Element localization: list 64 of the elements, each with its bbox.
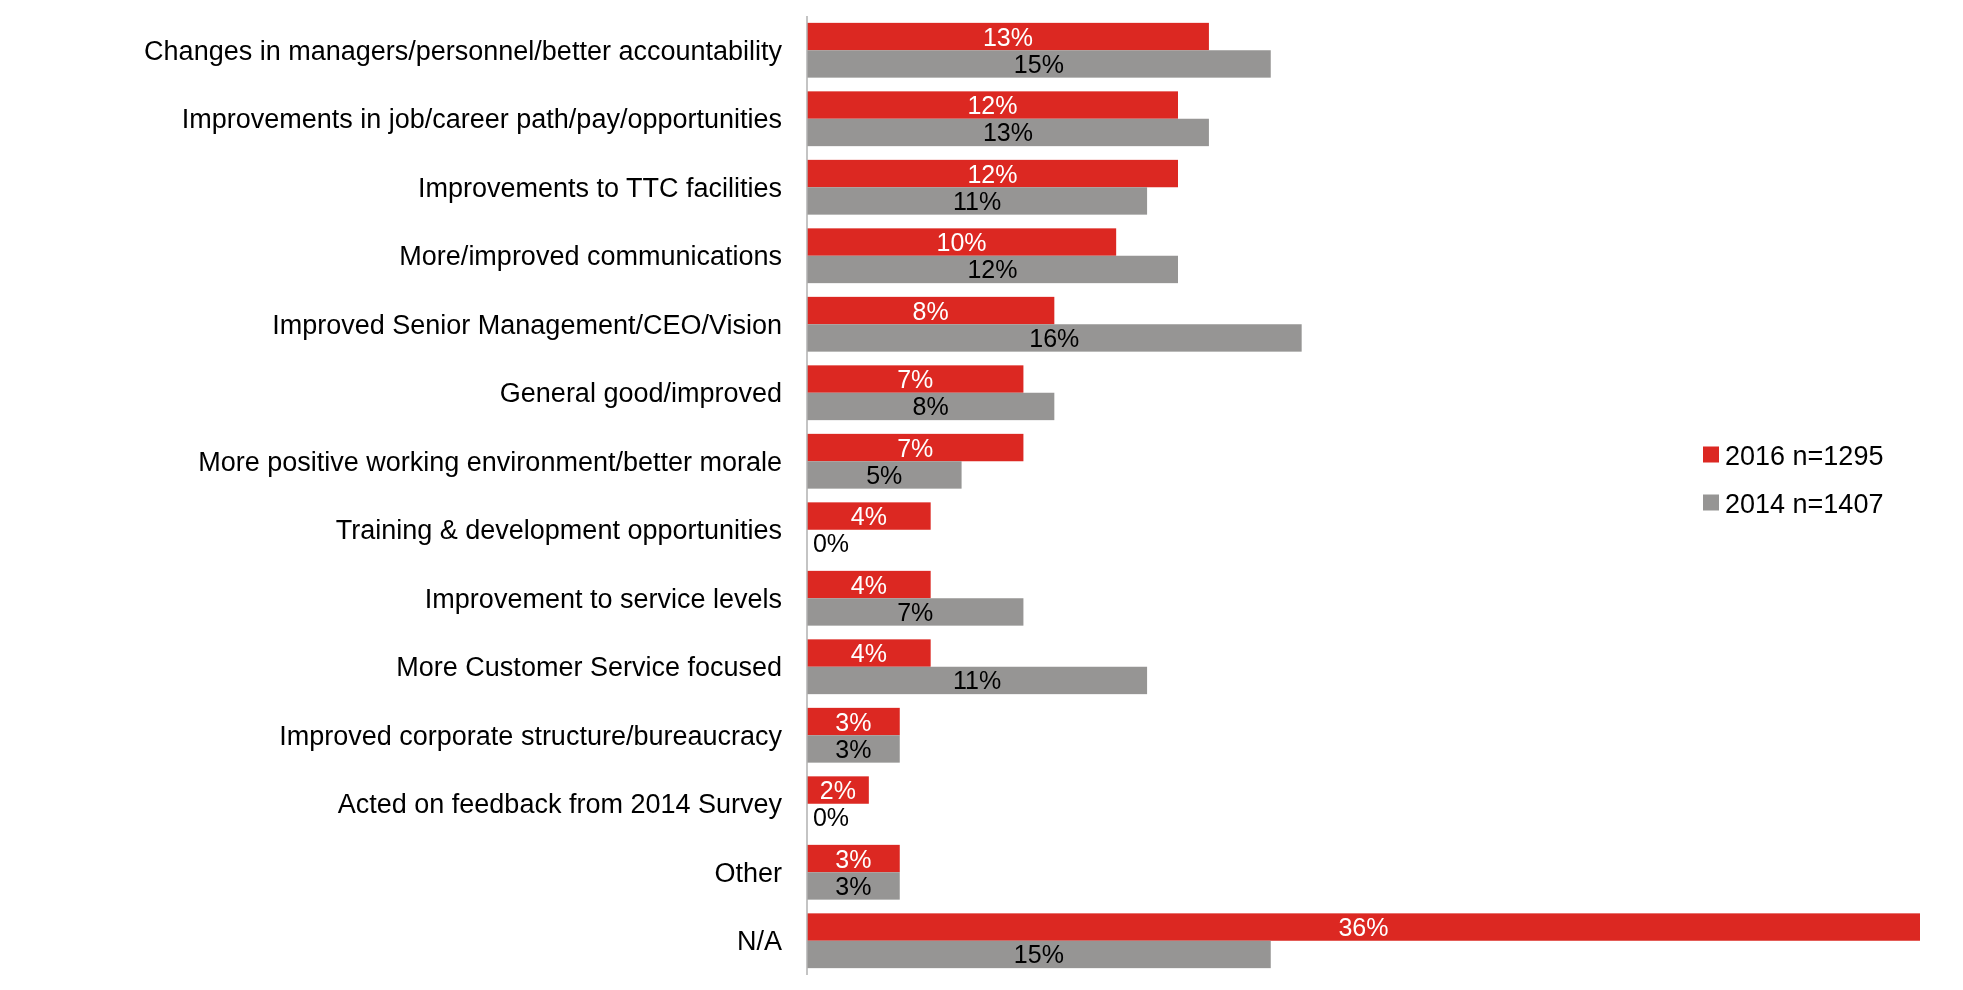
data-label: 4% bbox=[850, 639, 887, 668]
bar bbox=[807, 159, 1178, 188]
data-label: 0% bbox=[812, 803, 850, 832]
data-label: 3% bbox=[835, 844, 872, 873]
bar bbox=[807, 324, 1302, 352]
data-label: 8% bbox=[912, 296, 949, 325]
y-tick-label: General good/improved bbox=[499, 378, 782, 409]
data-label: 3% bbox=[835, 707, 872, 736]
data-label: 3% bbox=[835, 871, 872, 900]
y-tick-label: Improvement to service levels bbox=[424, 583, 782, 614]
bar bbox=[807, 118, 1209, 147]
bar bbox=[807, 91, 1178, 119]
data-label: 7% bbox=[897, 433, 934, 462]
bar bbox=[807, 255, 1178, 284]
bar bbox=[807, 392, 1055, 421]
data-label: 15% bbox=[1013, 940, 1064, 969]
data-label: 15% bbox=[1013, 49, 1064, 78]
bar bbox=[807, 502, 931, 530]
data-label: 7% bbox=[897, 597, 934, 626]
legend-label: 2014 n=1407 bbox=[1725, 489, 1884, 520]
data-label: 10% bbox=[936, 228, 987, 257]
y-tick-label: N/A bbox=[736, 926, 782, 957]
data-label: 12% bbox=[967, 91, 1018, 120]
y-tick-label: Improved Senior Management/CEO/Vision bbox=[272, 309, 782, 340]
data-label: 4% bbox=[850, 502, 887, 531]
data-label: 11% bbox=[952, 666, 1002, 695]
data-label: 5% bbox=[866, 460, 903, 489]
data-label: 12% bbox=[967, 255, 1018, 284]
bar bbox=[807, 433, 1024, 462]
y-tick-label: More Customer Service focused bbox=[396, 652, 782, 683]
data-label: 0% bbox=[812, 529, 850, 558]
data-label: 16% bbox=[1029, 323, 1080, 352]
data-label: 11% bbox=[952, 186, 1002, 215]
bar bbox=[807, 913, 1920, 941]
data-label: 2% bbox=[819, 776, 856, 805]
legend-label: 2016 n=1295 bbox=[1725, 441, 1884, 472]
data-label: 13% bbox=[982, 22, 1033, 51]
y-tick-label: Training & development opportunities bbox=[335, 515, 782, 546]
y-tick-label: Improved corporate structure/bureaucracy bbox=[279, 720, 783, 751]
y-tick-label: Improvements to TTC facilities bbox=[417, 172, 782, 203]
data-label: 13% bbox=[982, 118, 1033, 147]
bar bbox=[807, 296, 1055, 325]
bar bbox=[807, 461, 962, 489]
bar bbox=[807, 598, 1024, 626]
data-label: 8% bbox=[912, 392, 949, 421]
data-label: 4% bbox=[850, 570, 887, 599]
bar bbox=[807, 639, 931, 667]
y-tick-label: Changes in managers/personnel/better accountability bbox=[144, 35, 783, 66]
data-label: 3% bbox=[835, 734, 872, 763]
bar bbox=[807, 940, 1271, 969]
bar bbox=[807, 365, 1024, 393]
data-label: 7% bbox=[897, 365, 934, 394]
bar bbox=[807, 50, 1271, 78]
y-tick-label: More positive working environment/better morale bbox=[198, 446, 782, 477]
bar bbox=[807, 187, 1148, 215]
bar bbox=[807, 228, 1117, 256]
y-tick-label: Acted on feedback from 2014 Survey bbox=[337, 789, 783, 820]
y-tick-label: More/improved communications bbox=[399, 241, 782, 272]
data-label: 36% bbox=[1338, 913, 1389, 942]
bar bbox=[807, 22, 1209, 51]
y-tick-label: Other bbox=[714, 857, 782, 888]
data-label: 12% bbox=[967, 159, 1018, 188]
y-tick-label: Improvements in job/career path/pay/opportunities bbox=[181, 104, 782, 135]
bar bbox=[807, 666, 1148, 695]
